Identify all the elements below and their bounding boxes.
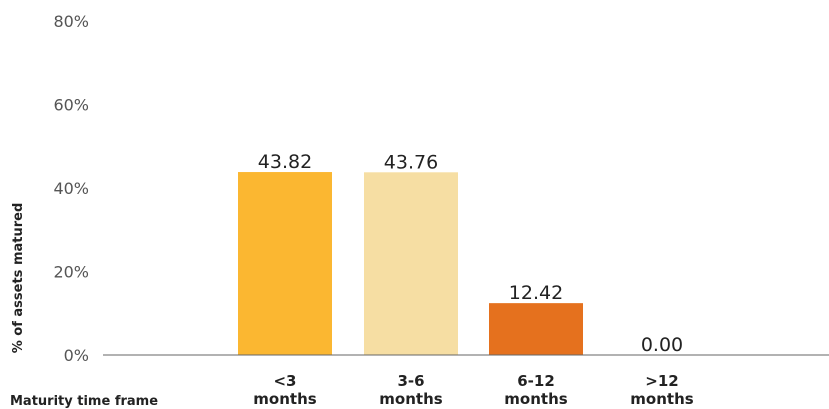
category-label: <3 months: [253, 372, 316, 408]
category-label-line: months: [504, 390, 567, 408]
bar-value-label: 43.82: [258, 151, 312, 173]
category-label-line: 6-12: [517, 372, 555, 390]
category-label-line: months: [379, 390, 442, 408]
bar-value-label: 12.42: [509, 282, 563, 304]
bar-value-label: 43.76: [384, 151, 438, 173]
category-label: 3-6 months: [379, 372, 442, 408]
category-label-line: 3-6: [397, 372, 424, 390]
y-tick-label: 40%: [53, 179, 89, 198]
category-label-line: months: [630, 390, 693, 408]
category-label: >12 months: [630, 372, 693, 408]
category-label-line: >12: [645, 372, 678, 390]
y-tick-label: 80%: [53, 12, 89, 31]
y-tick-label: 0%: [64, 346, 89, 365]
bar: [364, 172, 458, 355]
y-axis-title: % of assets matured: [11, 203, 26, 354]
bar: [238, 172, 332, 355]
category-label-line: <3: [273, 372, 296, 390]
bar: [489, 303, 583, 355]
y-tick-label: 60%: [53, 96, 89, 115]
y-axis-ticks: 0% 20% 40% 60% 80%: [53, 12, 89, 365]
category-label-line: months: [253, 390, 316, 408]
bar-value-label: 0.00: [641, 334, 683, 356]
bars: [238, 172, 583, 355]
y-tick-label: 20%: [53, 263, 89, 282]
category-label: 6-12 months: [504, 372, 567, 408]
value-labels: 43.82 43.76 12.42 0.00: [258, 151, 683, 356]
x-axis-title: Maturity time frame: [10, 394, 158, 409]
